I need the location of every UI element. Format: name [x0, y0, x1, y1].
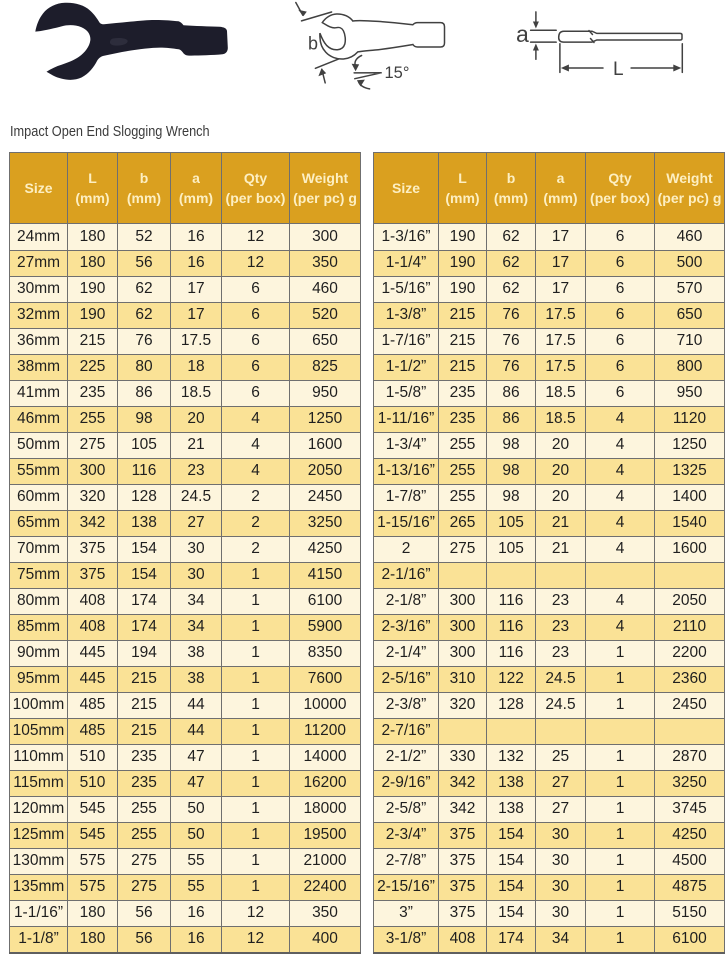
svg-text:a: a	[516, 21, 529, 47]
svg-text:b: b	[308, 34, 318, 54]
svg-text:L: L	[613, 59, 624, 80]
svg-text:15°: 15°	[385, 64, 410, 82]
